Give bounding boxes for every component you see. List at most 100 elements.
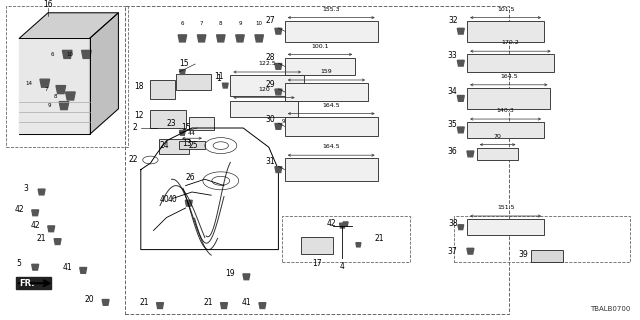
Text: 41: 41	[62, 263, 72, 272]
Polygon shape	[66, 92, 76, 100]
Text: 30: 30	[266, 116, 275, 124]
Polygon shape	[275, 63, 282, 69]
Bar	[125, 6, 509, 314]
Polygon shape	[32, 264, 38, 270]
Polygon shape	[16, 277, 51, 289]
Bar	[230, 75, 304, 96]
Text: 20: 20	[84, 295, 95, 304]
Text: 100.1: 100.1	[311, 44, 329, 49]
Text: 70: 70	[493, 134, 502, 139]
Text: 19: 19	[225, 269, 236, 278]
Text: 34: 34	[448, 87, 458, 96]
Polygon shape	[236, 35, 244, 42]
Text: FR.: FR.	[19, 279, 35, 288]
Polygon shape	[178, 35, 187, 42]
Bar	[179, 141, 205, 149]
Text: 26: 26	[186, 173, 195, 182]
Polygon shape	[197, 35, 206, 42]
Polygon shape	[221, 303, 227, 308]
Text: 155.3: 155.3	[323, 7, 340, 12]
Text: 42: 42	[30, 221, 40, 230]
Text: 151.5: 151.5	[497, 205, 515, 210]
Bar	[285, 58, 355, 75]
Polygon shape	[275, 89, 282, 95]
Text: 38: 38	[448, 220, 458, 228]
Bar	[467, 122, 544, 138]
Text: 164.5: 164.5	[323, 144, 340, 149]
Text: 25: 25	[189, 141, 198, 150]
Bar	[150, 80, 175, 99]
Text: 10: 10	[256, 20, 262, 26]
Text: 21: 21	[140, 298, 148, 307]
Text: 28: 28	[266, 53, 275, 62]
Text: 120: 120	[258, 87, 270, 92]
Text: 101.5: 101.5	[497, 7, 515, 12]
Polygon shape	[63, 51, 72, 58]
Text: 21: 21	[204, 298, 212, 307]
Bar	[285, 21, 378, 42]
Bar	[467, 219, 544, 235]
Text: 42: 42	[326, 220, 336, 228]
Text: 170.2: 170.2	[502, 40, 519, 45]
Text: 18: 18	[134, 82, 144, 91]
Bar	[301, 237, 333, 254]
Polygon shape	[467, 248, 474, 254]
Polygon shape	[179, 70, 186, 74]
Bar	[531, 250, 563, 262]
Text: 31: 31	[266, 157, 275, 166]
Text: 122.5: 122.5	[259, 61, 276, 66]
Bar	[6, 6, 128, 147]
Polygon shape	[38, 189, 45, 195]
Polygon shape	[60, 101, 69, 109]
Text: 21: 21	[374, 234, 384, 243]
Text: 37: 37	[448, 247, 458, 256]
Text: 9: 9	[238, 20, 242, 26]
Text: 32: 32	[448, 16, 458, 25]
Text: 164.5: 164.5	[323, 103, 340, 108]
Text: 164.5: 164.5	[500, 74, 518, 79]
Text: 22: 22	[128, 156, 138, 164]
Bar	[285, 117, 378, 136]
Polygon shape	[259, 303, 266, 308]
Polygon shape	[56, 86, 66, 93]
Text: 21: 21	[37, 234, 46, 243]
Text: 3: 3	[23, 184, 28, 193]
Text: 1: 1	[216, 74, 221, 83]
Polygon shape	[157, 303, 163, 308]
Text: 33: 33	[448, 52, 458, 60]
Bar	[230, 101, 298, 117]
Polygon shape	[32, 210, 38, 216]
Bar	[189, 117, 214, 130]
Polygon shape	[243, 274, 250, 280]
Polygon shape	[90, 13, 118, 134]
Text: 4: 4	[340, 262, 345, 271]
Polygon shape	[340, 223, 346, 228]
Bar	[467, 21, 544, 42]
Polygon shape	[216, 35, 225, 42]
Polygon shape	[82, 51, 92, 58]
Polygon shape	[343, 222, 348, 226]
Polygon shape	[458, 225, 463, 230]
Text: 9: 9	[282, 119, 285, 124]
Text: 8: 8	[54, 93, 58, 99]
Polygon shape	[356, 243, 361, 247]
Text: 140.3: 140.3	[497, 108, 515, 113]
Polygon shape	[223, 83, 228, 88]
Text: 6: 6	[180, 20, 184, 26]
Bar	[285, 158, 378, 181]
Text: 159: 159	[321, 69, 332, 74]
Text: 11: 11	[214, 72, 224, 81]
Text: 13: 13	[182, 140, 192, 148]
Text: 17: 17	[312, 259, 322, 268]
Polygon shape	[48, 226, 54, 232]
Text: 23: 23	[166, 119, 176, 128]
Bar	[282, 216, 410, 262]
Text: 35: 35	[448, 120, 458, 129]
Polygon shape	[255, 35, 264, 42]
Polygon shape	[102, 300, 109, 305]
Text: 44: 44	[188, 131, 196, 136]
Polygon shape	[458, 28, 464, 34]
Text: 29: 29	[266, 80, 275, 89]
Bar	[467, 88, 550, 109]
Text: 12: 12	[134, 111, 144, 120]
